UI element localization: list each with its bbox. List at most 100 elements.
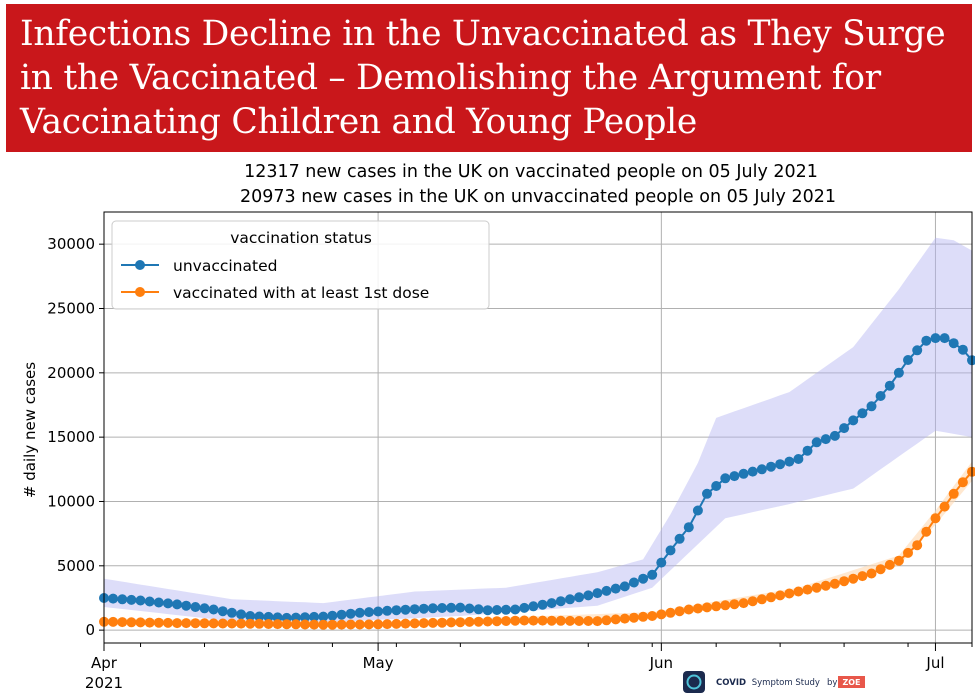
data-point-vaccinated <box>546 615 557 626</box>
logo-icon-text: C-19 <box>706 678 727 687</box>
data-point-unvaccinated <box>820 434 831 445</box>
data-point-unvaccinated <box>893 367 904 378</box>
data-point-vaccinated <box>236 618 247 629</box>
data-point-vaccinated <box>921 526 932 537</box>
data-point-vaccinated <box>226 618 237 629</box>
data-point-vaccinated <box>409 618 420 629</box>
data-point-unvaccinated <box>236 609 247 620</box>
x-tick-label: Apr <box>91 654 118 672</box>
data-point-unvaccinated <box>226 607 237 618</box>
headline-text: Infections Decline in the Unvaccinated a… <box>20 14 946 142</box>
data-point-unvaccinated <box>720 473 731 484</box>
data-point-vaccinated <box>373 619 384 630</box>
data-point-vaccinated <box>601 615 612 626</box>
data-point-vaccinated <box>455 617 466 628</box>
data-point-vaccinated <box>592 616 603 627</box>
data-point-vaccinated <box>583 616 594 626</box>
data-point-unvaccinated <box>391 605 402 616</box>
data-point-unvaccinated <box>656 557 667 568</box>
data-point-unvaccinated <box>601 585 612 596</box>
logo-name-bold: COVID <box>716 678 746 688</box>
data-point-vaccinated <box>309 619 320 630</box>
data-point-vaccinated <box>263 619 274 629</box>
data-point-vaccinated <box>327 619 338 630</box>
data-point-vaccinated <box>364 619 374 630</box>
data-point-vaccinated <box>628 612 639 623</box>
data-point-unvaccinated <box>948 338 959 349</box>
data-point-unvaccinated <box>318 611 329 622</box>
data-point-vaccinated <box>784 588 795 599</box>
legend-title: vaccination status <box>230 229 372 247</box>
data-point-unvaccinated <box>117 594 128 605</box>
data-point-vaccinated <box>875 564 886 575</box>
data-point-unvaccinated <box>839 423 850 434</box>
data-point-vaccinated <box>574 616 585 626</box>
legend-label-vaccinated: vaccinated with at least 1st dose <box>173 284 429 302</box>
data-point-vaccinated <box>555 615 566 626</box>
data-point-unvaccinated <box>473 604 484 615</box>
data-point-vaccinated <box>793 586 804 597</box>
logo-name-rest: Symptom Study <box>752 678 820 688</box>
confidence-band-unvaccinated <box>104 237 972 623</box>
x-tick-label: Jul <box>925 654 944 672</box>
data-point-vaccinated <box>126 617 137 628</box>
data-point-unvaccinated <box>729 471 740 482</box>
x-tick-label: Jun <box>649 654 673 672</box>
data-point-unvaccinated <box>903 355 913 365</box>
legend-label-unvaccinated: unvaccinated <box>173 257 277 275</box>
data-point-unvaccinated <box>565 594 575 605</box>
data-point-unvaccinated <box>336 609 347 620</box>
data-point-vaccinated <box>391 618 402 629</box>
data-point-unvaccinated <box>665 545 676 556</box>
data-point-unvaccinated <box>875 391 886 401</box>
data-point-vaccinated <box>437 617 448 628</box>
data-point-vaccinated <box>674 606 685 617</box>
data-point-vaccinated <box>857 571 868 582</box>
data-point-unvaccinated <box>574 592 585 603</box>
data-point-vaccinated <box>217 618 228 629</box>
data-point-vaccinated <box>912 540 923 551</box>
data-point-unvaccinated <box>144 596 155 607</box>
data-point-unvaccinated <box>482 605 493 616</box>
legend: vaccination status unvaccinated vaccinat… <box>111 220 490 310</box>
data-point-unvaccinated <box>866 401 877 412</box>
data-point-vaccinated <box>884 559 895 570</box>
data-point-vaccinated <box>957 477 968 488</box>
logo-badge <box>838 676 865 688</box>
data-point-vaccinated <box>254 618 265 629</box>
logo-icon <box>683 671 705 693</box>
data-point-unvaccinated <box>153 597 164 608</box>
data-point-vaccinated <box>208 618 219 629</box>
data-point-unvaccinated <box>427 603 438 614</box>
logo-icon-ring <box>686 674 702 690</box>
legend-marker-vaccinated <box>135 287 145 297</box>
data-point-vaccinated <box>829 578 840 589</box>
data-point-unvaccinated <box>501 604 511 615</box>
data-point-vaccinated <box>702 602 712 613</box>
data-point-unvaccinated <box>930 333 941 344</box>
data-point-unvaccinated <box>108 593 119 604</box>
data-point-unvaccinated <box>446 602 457 613</box>
axes <box>103 211 973 644</box>
chart-title-line-1: 12317 new cases in the UK on vaccinated … <box>244 162 818 182</box>
data-point-vaccinated <box>181 618 192 629</box>
data-point-vaccinated <box>172 618 183 629</box>
logo-by: by <box>827 678 837 688</box>
data-point-vaccinated <box>336 619 347 630</box>
data-point-vaccinated <box>683 604 694 615</box>
data-point-unvaccinated <box>957 344 968 355</box>
data-point-unvaccinated <box>884 380 895 391</box>
data-point-vaccinated <box>903 547 913 558</box>
data-point-unvaccinated <box>546 598 557 609</box>
data-point-vaccinated <box>967 466 975 477</box>
data-point-vaccinated <box>839 576 850 587</box>
data-point-vaccinated <box>756 594 767 605</box>
data-point-unvaccinated <box>354 607 365 618</box>
data-point-vaccinated <box>272 619 283 630</box>
data-point-vaccinated <box>281 619 292 630</box>
data-point-vaccinated <box>537 615 548 626</box>
data-point-vaccinated <box>775 590 786 601</box>
data-point-vaccinated <box>948 488 959 499</box>
data-point-vaccinated <box>245 618 256 629</box>
data-point-vaccinated <box>510 615 521 626</box>
